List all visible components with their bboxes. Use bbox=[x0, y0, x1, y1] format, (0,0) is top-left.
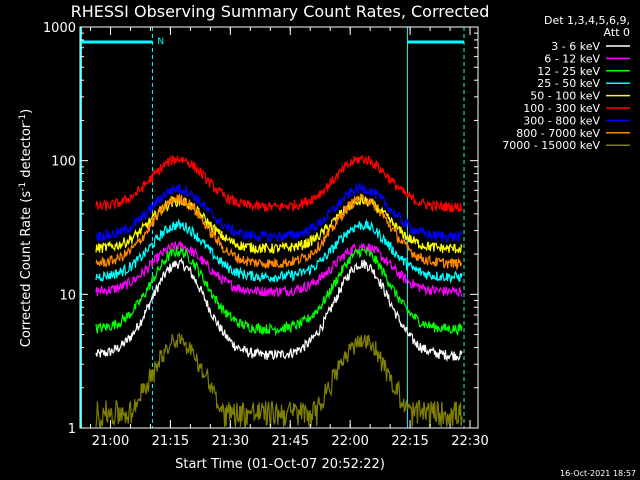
legend-label-1: 6 - 12 keV bbox=[544, 52, 600, 65]
series-line-1 bbox=[95, 241, 463, 298]
series-line-2 bbox=[95, 246, 463, 337]
legend-label-4: 50 - 100 keV bbox=[530, 90, 600, 103]
plot-area: N 1 10 100 1000 21:00 21:15 21:30 21:45 22:00 22:1… bbox=[43, 21, 489, 449]
x-tick-label-6: 22:30 bbox=[451, 434, 488, 449]
night-marker-label: N bbox=[157, 37, 164, 47]
y-tick-label-0: 1 bbox=[68, 422, 76, 437]
legend-detectors: Det 1,3,4,5,6,9, bbox=[544, 14, 630, 27]
legend-label-6: 300 - 800 keV bbox=[523, 114, 600, 127]
x-axis-label: Start Time (01-Oct-07 20:52:22) bbox=[175, 457, 385, 472]
plot-frame bbox=[79, 26, 479, 429]
legend-label-0: 3 - 6 keV bbox=[551, 40, 600, 53]
x-tick-label-5: 22:15 bbox=[391, 434, 428, 449]
series-line-6 bbox=[95, 181, 463, 243]
series-line-3 bbox=[95, 218, 463, 284]
y-tick-label-1: 10 bbox=[59, 288, 76, 303]
y-axis-label: Corrected Count Rate (s-1 detector-1) bbox=[18, 109, 34, 347]
series-line-5 bbox=[95, 154, 463, 214]
legend-label-3: 25 - 50 keV bbox=[537, 77, 600, 90]
legend-label-7: 800 - 7000 keV bbox=[516, 127, 600, 140]
x-tick-label-2: 21:30 bbox=[212, 434, 249, 449]
x-tick-label-0: 21:00 bbox=[92, 434, 129, 449]
legend-label-2: 12 - 25 keV bbox=[537, 65, 600, 78]
x-tick-label-3: 21:45 bbox=[272, 434, 309, 449]
legend-label-8: 7000 - 15000 keV bbox=[502, 139, 600, 152]
series-line-0 bbox=[95, 257, 463, 363]
x-tick-label-4: 22:00 bbox=[331, 434, 368, 449]
legend-label-5: 100 - 300 keV bbox=[523, 102, 600, 115]
legend-attenuator: Att 0 bbox=[604, 26, 630, 39]
y-tick-label-2: 100 bbox=[51, 155, 76, 170]
x-tick-label-1: 21:15 bbox=[152, 434, 189, 449]
series-line-7 bbox=[95, 193, 463, 271]
generation-timestamp: 16-Oct-2021 18:57 bbox=[560, 469, 636, 478]
chart-title: RHESSI Observing Summary Count Rates, Co… bbox=[71, 2, 490, 21]
series-line-8 bbox=[95, 332, 463, 429]
y-tick-label-3: 1000 bbox=[43, 21, 76, 36]
